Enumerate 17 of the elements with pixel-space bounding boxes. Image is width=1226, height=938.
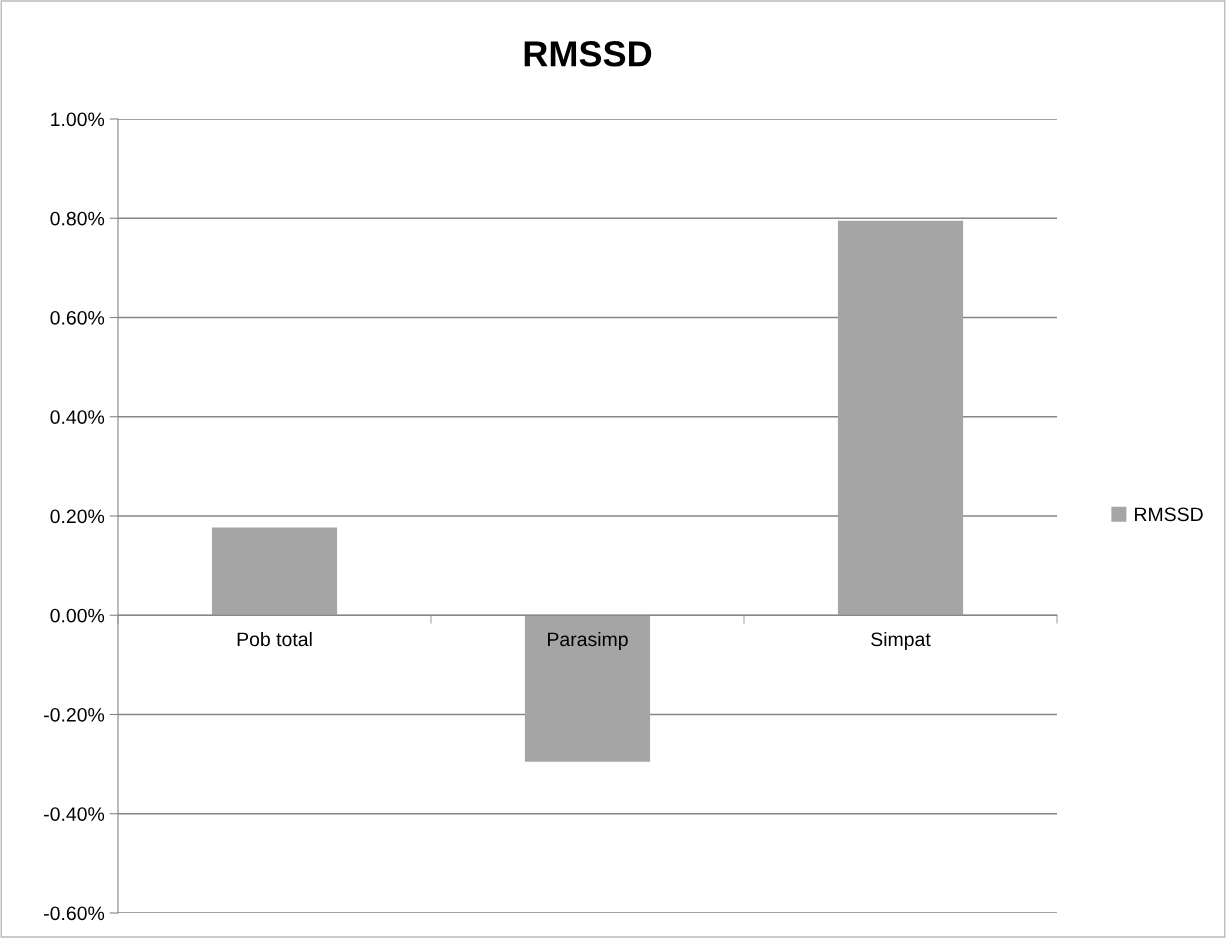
legend-label: RMSSD (1135, 507, 1203, 522)
chart-title: RMSSD (524, 41, 652, 67)
bar (211, 527, 338, 616)
y-tick-label: -0.60% (44, 906, 105, 921)
bar (524, 615, 651, 762)
x-tick-label: Parasimp (548, 631, 628, 651)
y-tick-label: 0.00% (50, 608, 105, 623)
y-tick-label: 0.20% (50, 509, 105, 524)
y-tick-label: 0.80% (50, 211, 105, 226)
y-tick-label: -0.40% (44, 807, 105, 821)
bar (837, 220, 964, 616)
y-tick-label: 0.40% (50, 410, 105, 424)
y-tick-label: 1.00% (51, 112, 105, 127)
y-tick-label: 0.60% (50, 310, 105, 325)
y-tick-label: -0.20% (44, 707, 105, 722)
x-tick-label: Pob total (237, 631, 312, 647)
x-tick-label: Simpat (871, 631, 931, 651)
